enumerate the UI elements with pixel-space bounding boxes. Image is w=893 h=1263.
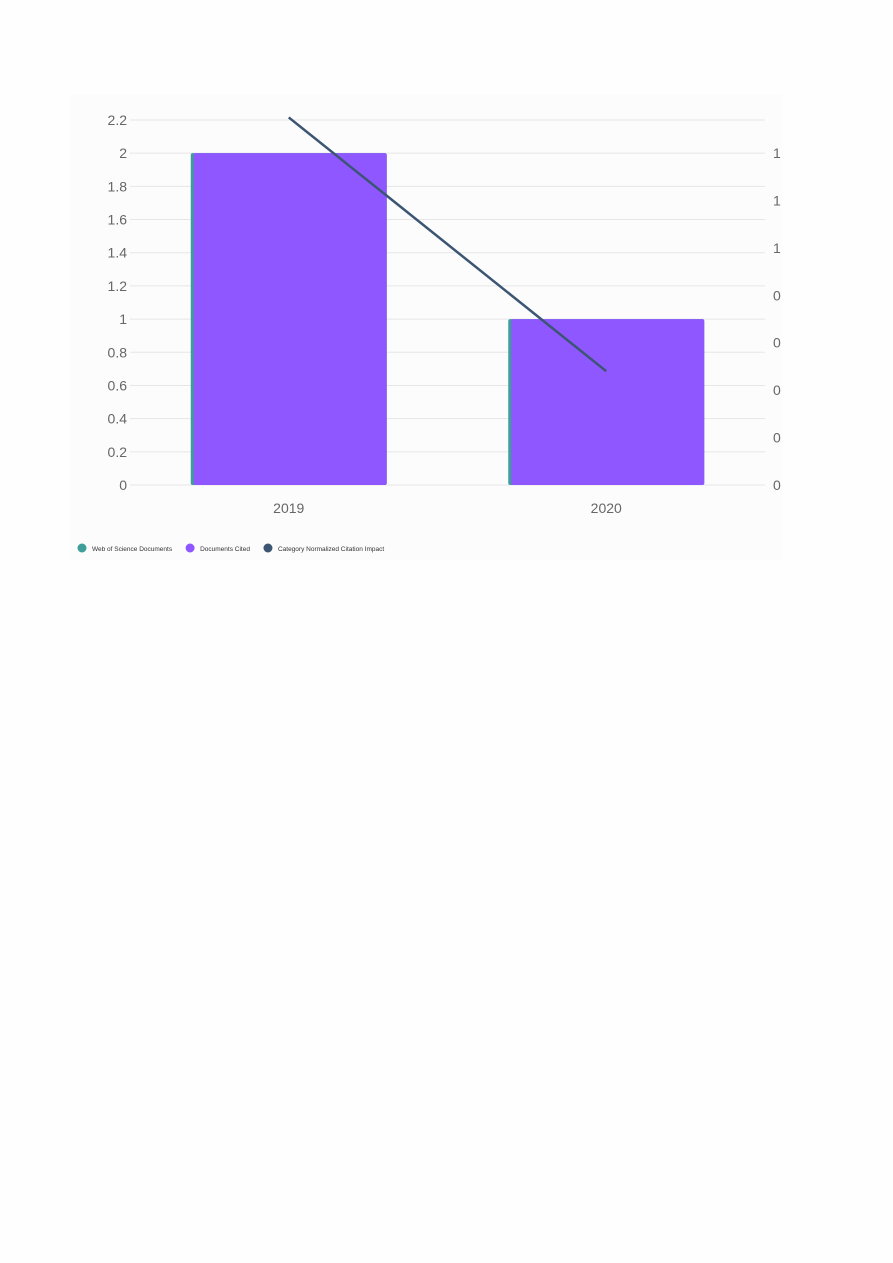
y-left-tick-label: 1.4 (108, 245, 128, 261)
legend-label: Category Normalized Citation Impact (278, 546, 384, 553)
chart-container: 0 0.2 0.4 0.6 0.8 1 1.2 1.4 1.6 1.8 2 2.2 0.0 0.2 0.4 0… (70, 95, 793, 560)
y-right-tick-label: 0.8 (773, 287, 782, 303)
legend-marker-icon (77, 543, 87, 553)
y-left-tick-label: 1.8 (108, 178, 128, 194)
legend-marker-icon (185, 543, 195, 553)
y-left-tick-label: 1 (119, 311, 127, 327)
y-left-tick-label: 0.8 (108, 344, 128, 360)
legend-label: Web of Science Documents (92, 546, 173, 553)
y-right-tick-label: 0.4 (773, 382, 782, 398)
legend-label: Documents Cited (200, 546, 250, 553)
x-tick-label: 2019 (273, 500, 304, 516)
y-right-tick-label: 0.0 (773, 477, 782, 493)
y-right-tick-label: 0.2 (773, 430, 782, 446)
y-left-tick-label: 2 (119, 145, 127, 161)
y-right-tick-label: 0.6 (773, 335, 782, 351)
y-left-tick-label: 2.2 (108, 112, 128, 128)
combo-chart: 0 0.2 0.4 0.6 0.8 1 1.2 1.4 1.6 1.8 2 2.2 0.0 0.2 0.4 0… (77, 112, 793, 553)
y-left-tick-label: 0 (119, 477, 127, 493)
legend-marker-icon (263, 543, 273, 553)
y-right-tick-label: 1.2 (773, 192, 782, 208)
y-right-tick-label: 1.0 (773, 240, 782, 256)
y-left-tick-label: 1.2 (108, 278, 128, 294)
y-left-tick-label: 1.6 (108, 212, 128, 228)
bar-documents-cited (511, 319, 705, 485)
x-tick-label: 2020 (591, 500, 622, 516)
y-right-tick-label: 1.4 (773, 145, 782, 161)
bar-documents-cited (193, 153, 387, 485)
line-series (287, 116, 608, 373)
y-left-tick-label: 0.2 (108, 444, 128, 460)
y-left-tick-label: 0.4 (108, 411, 128, 427)
y-left-tick-label: 0.6 (108, 377, 128, 393)
